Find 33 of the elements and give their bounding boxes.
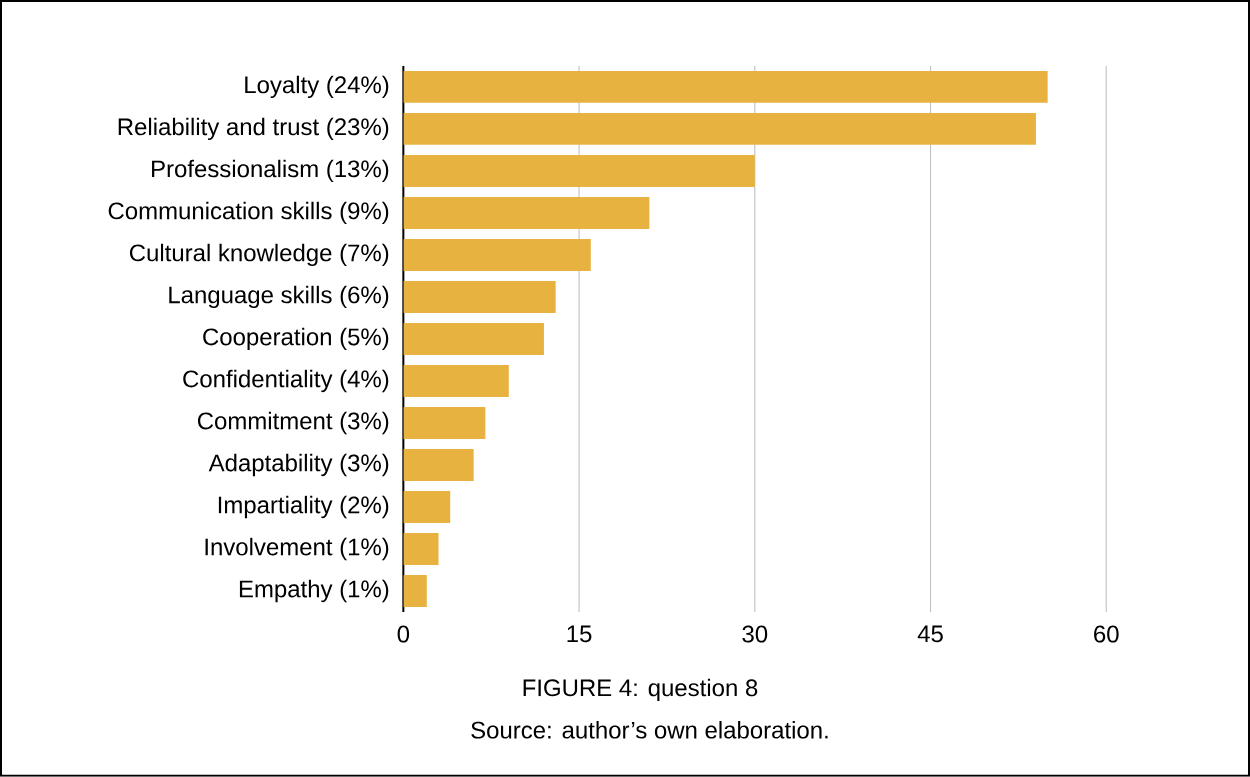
y-tick-label: Cooperation (5%) [203, 327, 389, 351]
bar [403, 449, 474, 482]
x-tick-label: 15 [567, 625, 592, 643]
y-tick-label: Involvement (1%) [205, 537, 389, 561]
y-tick-label: Professionalism (13%) [152, 159, 389, 183]
y-tick-label: Adaptability (3%) [208, 453, 389, 477]
bar [403, 491, 451, 524]
bar [403, 155, 755, 188]
bar [403, 365, 509, 398]
y-tick-label: Commitment (3%) [197, 411, 389, 435]
y-tick-label: Confidentiality (4%) [183, 369, 389, 393]
y-tick-label: Reliability and trust (23%) [118, 117, 389, 141]
bar [403, 323, 544, 356]
bar [403, 71, 1048, 103]
x-tick-label: 45 [917, 625, 943, 643]
y-tick-label: Impartiality (2%) [218, 495, 389, 519]
y-tick-label: Communication skills (9%) [108, 201, 389, 225]
bar [403, 407, 486, 440]
x-tick-label: 0 [397, 625, 410, 643]
x-tick-label: 30 [742, 625, 768, 643]
bar [403, 533, 439, 566]
bar [403, 197, 650, 230]
y-tick-label: Language skills (6%) [169, 285, 389, 309]
bar [403, 281, 556, 314]
bar [403, 575, 427, 608]
y-tick-label: Cultural knowledge (7%) [129, 243, 389, 267]
text: FIGURE 4: question 8 [523, 678, 758, 702]
y-tick-label: Loyalty (24%) [245, 75, 389, 99]
y-tick-label: Empathy (1%) [239, 579, 389, 603]
bar [403, 113, 1036, 145]
bar [403, 239, 591, 272]
source-note: Source: author’s own elaboration. [471, 721, 828, 739]
x-tick-label: 60 [1094, 625, 1119, 643]
